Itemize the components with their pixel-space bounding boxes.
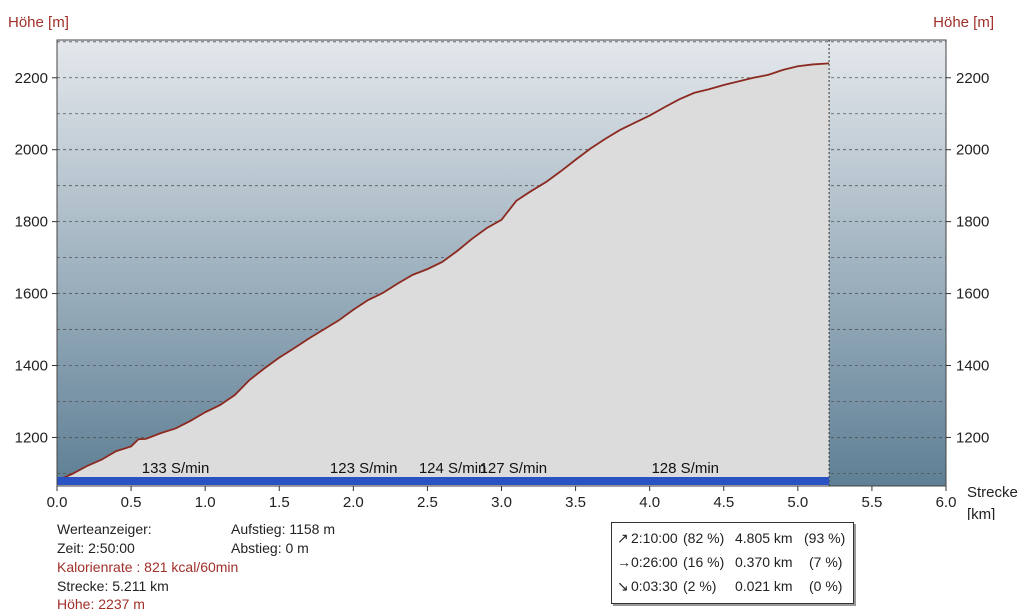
aufstieg-value: Aufstieg: 1158 m — [231, 521, 336, 537]
x-tick-label: 6.0 — [936, 494, 957, 511]
stats-time-percent: (82 %) — [683, 530, 725, 546]
y-tick-label-left: 1200 — [15, 429, 48, 446]
stats-distance-percent: (93 %) — [804, 530, 846, 546]
cadence-label: 123 S/min — [330, 460, 398, 477]
y-tick-label-right: 1600 — [956, 286, 989, 303]
stats-time: 0:03:30 — [631, 578, 678, 594]
strecke-value: Strecke: 5.211 km — [57, 578, 169, 594]
cadence-bar — [57, 477, 830, 485]
ascent-arrow-icon: ↗ — [617, 530, 629, 546]
cadence-label: 124 S/min — [419, 460, 487, 477]
y-tick-label-right: 2200 — [956, 70, 989, 87]
x-tick-label: 1.5 — [269, 494, 290, 511]
stats-time: 0:26:00 — [631, 554, 678, 570]
x-tick-label: 2.0 — [343, 494, 364, 511]
hoehe-value: Höhe: 2237 m — [57, 596, 145, 612]
cadence-label: 133 S/min — [142, 460, 210, 477]
descent-arrow-icon: ↘ — [617, 578, 629, 594]
x-tick-label: 1.0 — [195, 494, 216, 511]
kalorienrate-value: Kalorienrate : 821 kcal/60min — [57, 559, 239, 575]
werteanzeiger-label: Werteanzeiger: — [57, 521, 152, 537]
y-tick-label-right: 1400 — [956, 358, 989, 375]
stats-time: 2:10:00 — [631, 530, 678, 546]
x-axis-unit: [km] — [967, 506, 995, 520]
stats-time-percent: (2 %) — [683, 578, 717, 594]
y-axis-label-left: Höhe [m] — [8, 14, 69, 31]
y-tick-label-right: 1800 — [956, 214, 989, 231]
stats-distance: 4.805 km — [735, 530, 793, 546]
stats-distance-percent: (7 %) — [809, 554, 843, 570]
stats-distance-percent: (0 %) — [809, 578, 843, 594]
abstieg-value: Abstieg: 0 m — [231, 540, 309, 556]
y-axis-label-right: Höhe [m] — [933, 14, 994, 31]
x-tick-label: 3.5 — [565, 494, 586, 511]
x-tick-label: 4.5 — [713, 494, 734, 511]
x-tick-label: 0.0 — [47, 494, 68, 511]
x-tick-label: 3.0 — [491, 494, 512, 511]
y-tick-label-right: 2000 — [956, 142, 989, 159]
y-tick-label-left: 2200 — [15, 70, 48, 87]
y-tick-label-right: 1200 — [956, 429, 989, 446]
y-tick-label-left: 1800 — [15, 214, 48, 231]
cadence-label: 127 S/min — [480, 460, 548, 477]
zeit-value: Zeit: 2:50:00 — [57, 540, 135, 556]
x-axis-label: Strecke — [967, 484, 1018, 501]
x-tick-label: 2.5 — [417, 494, 438, 511]
elevation-line — [56, 62, 830, 482]
x-tick-label: 4.0 — [639, 494, 660, 511]
y-tick-label-left: 1400 — [15, 358, 48, 375]
flat-arrow-icon: → — [617, 554, 631, 570]
x-tick-label: 5.0 — [787, 494, 808, 511]
x-tick-label: 0.5 — [121, 494, 142, 511]
x-tick-label: 5.5 — [861, 494, 882, 511]
stats-distance: 0.021 km — [735, 578, 793, 594]
segment-stats-box: ↗ 2:10:00 (82 %) 4.805 km (93 %) → 0:26:… — [611, 522, 854, 604]
y-tick-label-left: 2000 — [15, 142, 48, 159]
y-tick-label-left: 1600 — [15, 286, 48, 303]
cadence-label: 128 S/min — [651, 460, 719, 477]
stats-distance: 0.370 km — [735, 554, 793, 570]
stats-time-percent: (16 %) — [683, 554, 725, 570]
